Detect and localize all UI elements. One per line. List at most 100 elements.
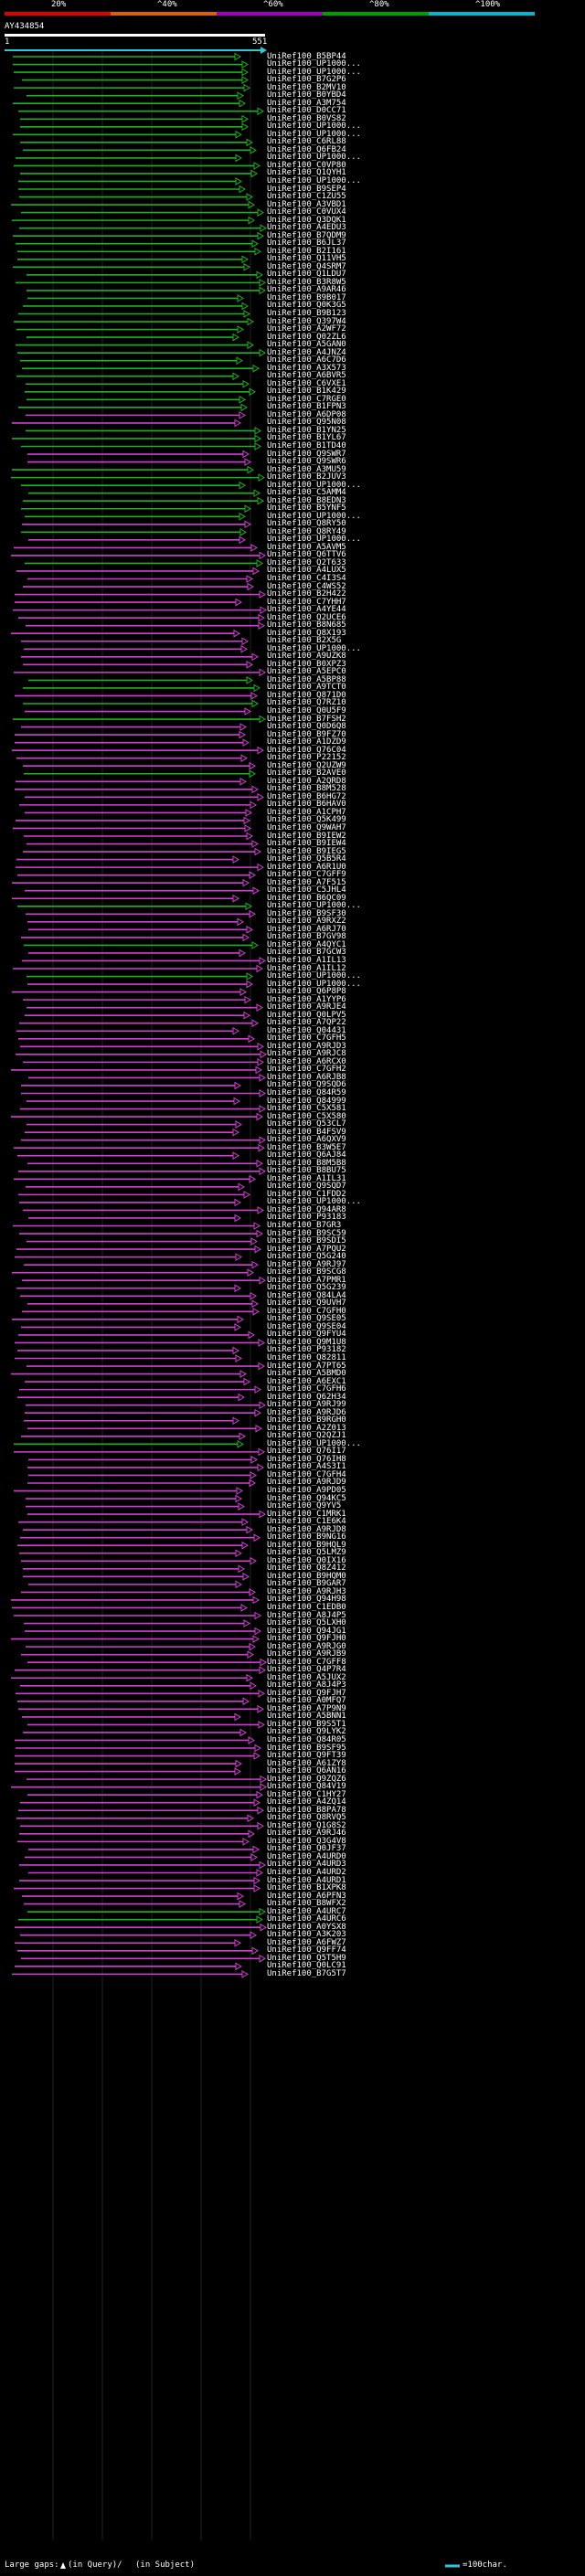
hit-label: UniRef100_UP1000... xyxy=(267,535,361,545)
hit-label: UniRef100_B5BP44 xyxy=(267,51,346,61)
hit-arrow xyxy=(251,652,259,662)
hit-label: UniRef100_B9SF30 xyxy=(267,908,346,918)
hit-label: UniRef100_A1YYP6 xyxy=(267,994,346,1004)
hit-label: UniRef100_Q9YV5 xyxy=(267,1501,342,1511)
hit-label: UniRef100_A6RJ70 xyxy=(267,924,346,934)
hit-arrow xyxy=(254,1627,261,1636)
hit-label: UniRef100_C7GFH5 xyxy=(267,1034,346,1044)
hit-arrow xyxy=(239,988,247,996)
hit-label: UniRef100_B9SF95 xyxy=(267,1743,346,1753)
hit-arrow xyxy=(253,1222,261,1230)
hit-arrow xyxy=(234,1284,241,1293)
hit-label: UniRef100_A0MFQ7 xyxy=(267,1696,346,1706)
hit-label: UniRef100_B8M528 xyxy=(267,784,346,794)
hit-arrow xyxy=(244,458,251,466)
footer-large-gaps: Large gaps: xyxy=(5,2560,59,2570)
hit-label: UniRef100_Q5LXH0 xyxy=(267,1618,346,1628)
hit-arrow xyxy=(240,644,248,653)
hit-label: UniRef100_Q9WAH7 xyxy=(267,822,346,832)
hit-label: UniRef100_Q9SQD7 xyxy=(267,1182,346,1192)
hit-label: UniRef100_C1FDD2 xyxy=(267,1189,346,1199)
hit-label: UniRef100_Q0LPV5 xyxy=(267,1010,346,1020)
hit-label: UniRef100_A5BNN1 xyxy=(267,1712,346,1722)
hit-arrow xyxy=(254,427,261,435)
hit-label: UniRef100_B6HG72 xyxy=(267,791,346,801)
hit-arrow xyxy=(249,909,256,918)
hit-label: UniRef100_B0XPZ3 xyxy=(267,659,346,669)
hit-arrow xyxy=(235,130,242,139)
hit-label: UniRef100_Q6TTV6 xyxy=(267,550,346,560)
hit-label: UniRef100_Q9SE04 xyxy=(267,1321,346,1331)
hit-label: UniRef100_UP1000... xyxy=(267,153,361,163)
hit-arrow xyxy=(235,1759,242,1768)
hit-arrow xyxy=(238,1393,245,1402)
hit-arrow xyxy=(253,684,261,693)
hit-arrow xyxy=(251,785,259,794)
hit-arrow xyxy=(235,1962,242,1971)
hit-arrow xyxy=(244,995,251,1004)
query-start: 1 xyxy=(5,37,10,47)
hit-arrow xyxy=(241,122,249,132)
hit-label: UniRef100_B9HQL9 xyxy=(267,1540,346,1550)
hit-arrow xyxy=(256,1229,263,1238)
hit-label: UniRef100_C7GFH2 xyxy=(267,1065,346,1075)
hit-label: UniRef100_B1TD40 xyxy=(267,441,346,451)
hit-arrow xyxy=(250,169,258,178)
hit-label: UniRef100_Q5B5R4 xyxy=(267,854,346,864)
hit-arrow xyxy=(256,1159,263,1168)
hit-arrow xyxy=(234,419,241,428)
footer-in-subject: (in Subject) xyxy=(135,2560,196,2570)
hit-label: UniRef100_Q8RY50 xyxy=(267,519,346,529)
hit-label: UniRef100_A7P9N9 xyxy=(267,1703,346,1713)
hit-arrow xyxy=(232,1416,239,1426)
hit-label: UniRef100_A1IL12 xyxy=(267,963,346,973)
hit-label: UniRef100_B7GR3 xyxy=(267,1221,342,1230)
hit-arrow xyxy=(234,1081,241,1090)
hit-label: UniRef100_A6BVR5 xyxy=(267,371,346,381)
hit-label: UniRef100_C6VXE1 xyxy=(267,378,346,388)
hit-label: UniRef100_A5BP88 xyxy=(267,674,346,684)
hit-arrow xyxy=(247,341,254,349)
hit-label: UniRef100_B9GAR7 xyxy=(267,1579,346,1589)
hit-label: UniRef100_Q1G8S2 xyxy=(267,1820,346,1830)
hit-arrow xyxy=(249,1642,256,1651)
hit-arrow xyxy=(250,1931,257,1940)
hit-arrow xyxy=(235,1580,242,1589)
hit-arrow xyxy=(239,723,247,731)
hit-label: UniRef100_Q94AR8 xyxy=(267,1204,346,1214)
hit-arrow xyxy=(238,1564,245,1574)
hit-label: UniRef100_Q0U5F9 xyxy=(267,706,346,716)
hit-arrow xyxy=(258,473,265,482)
hit-arrow xyxy=(242,878,250,887)
hit-label: UniRef100_A9RJ97 xyxy=(267,1259,346,1269)
hit-label: UniRef100_B8PA78 xyxy=(267,1805,346,1815)
hit-arrow xyxy=(253,1752,261,1760)
hit-label: UniRef100_B6QC09 xyxy=(267,893,346,903)
hit-arrow xyxy=(252,1845,260,1854)
hit-label: UniRef100_B9RGH0 xyxy=(267,1415,346,1426)
hit-arrow xyxy=(257,1463,264,1472)
hit-label: UniRef100_Q9ZQZ6 xyxy=(267,1774,346,1784)
hit-arrow xyxy=(237,1892,244,1901)
hit-arrow xyxy=(259,348,266,357)
hit-arrow xyxy=(255,1424,262,1433)
hit-arrow xyxy=(259,1105,266,1113)
hit-arrow xyxy=(250,1291,257,1300)
hit-arrow xyxy=(232,1151,239,1161)
hit-label: UniRef100_A4S3I1 xyxy=(267,1462,346,1472)
hit-arrow xyxy=(235,1494,242,1503)
hit-label: UniRef100_B7GCW3 xyxy=(267,948,346,958)
hit-label: UniRef100_D0CC71 xyxy=(267,106,346,116)
hit-arrow xyxy=(256,559,263,567)
hit-arrow xyxy=(240,1604,248,1612)
hit-arrow xyxy=(256,964,263,973)
hit-label: UniRef100_Q0JF37 xyxy=(267,1844,346,1854)
hit-label: UniRef100_B9HQM0 xyxy=(267,1571,346,1581)
hit-label: UniRef100_A9RJ46 xyxy=(267,1829,346,1839)
hit-arrow xyxy=(237,325,244,334)
hit-arrow xyxy=(252,1307,260,1316)
hit-arrow xyxy=(232,1346,239,1355)
hit-arrow xyxy=(256,1003,263,1012)
hit-arrow xyxy=(249,769,256,779)
